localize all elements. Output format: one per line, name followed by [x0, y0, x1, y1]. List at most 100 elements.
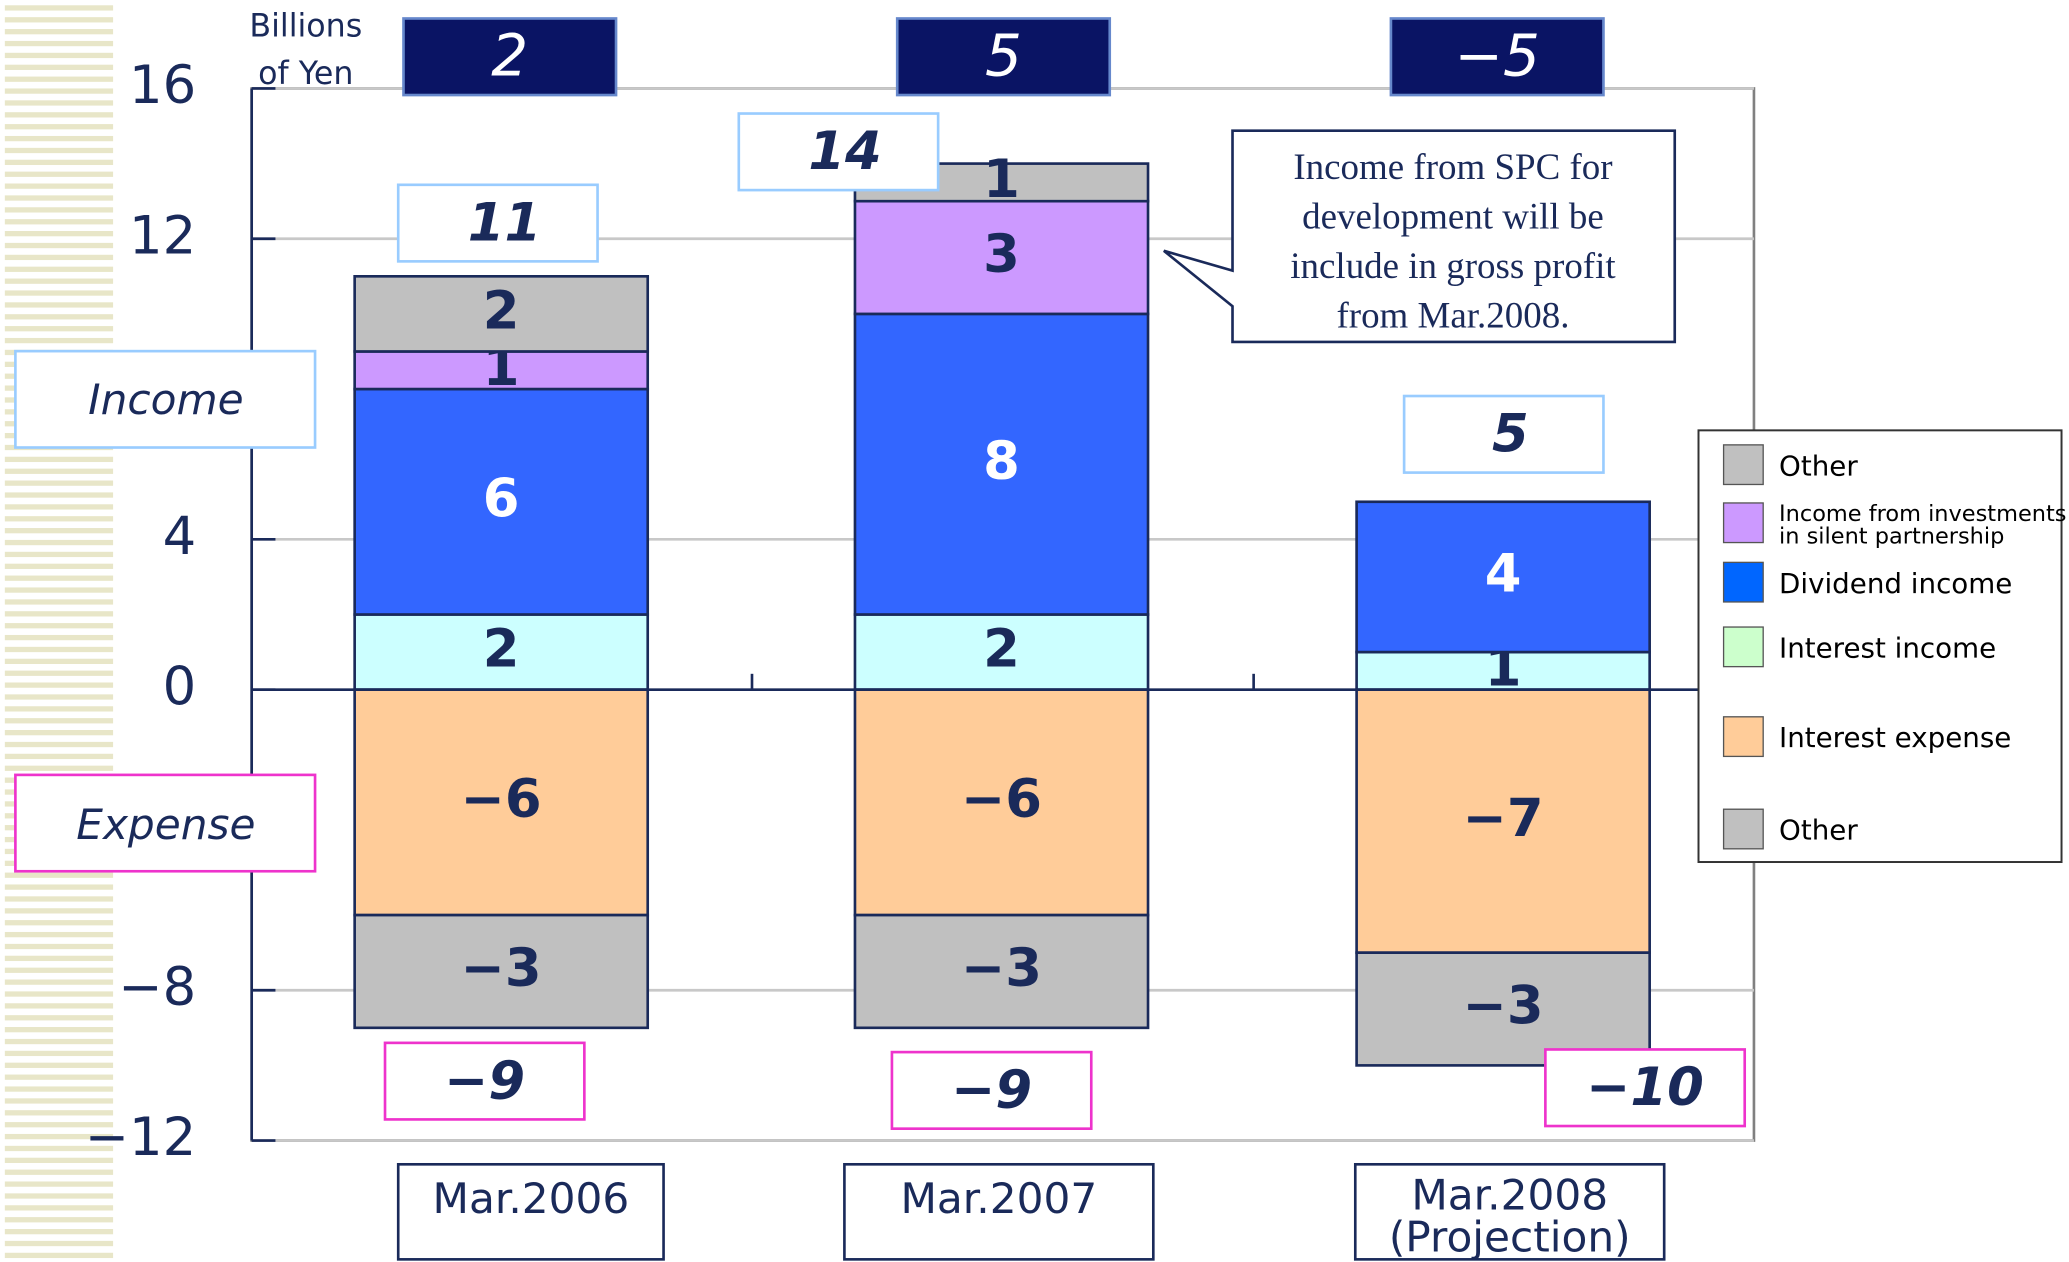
stripe — [4, 1181, 114, 1187]
stripe — [4, 337, 114, 344]
stripe — [4, 599, 114, 605]
stripe — [4, 171, 114, 177]
stripe — [4, 1098, 114, 1104]
stripe — [4, 884, 114, 890]
stripe — [4, 1133, 114, 1140]
stripe — [4, 658, 114, 665]
stripe — [4, 1062, 114, 1068]
bar-segment — [1355, 688, 1651, 954]
stripe — [4, 1015, 114, 1021]
stripe — [4, 100, 114, 106]
stripe — [4, 29, 114, 35]
income-total-box — [1402, 394, 1605, 474]
bar-segment — [1355, 951, 1651, 1067]
legend-swatch — [1722, 444, 1764, 486]
legend-label: Other — [1779, 814, 1858, 847]
segment-label: 1 — [983, 149, 1020, 210]
legend-label: Dividend income — [1779, 567, 2012, 600]
x-tick-label: Mar.2007 — [900, 1174, 1097, 1223]
callout — [1163, 129, 1677, 344]
stripe — [4, 1050, 114, 1057]
stripe — [4, 1217, 114, 1223]
stripe — [4, 908, 114, 914]
stripe — [4, 147, 114, 154]
bar-segment — [353, 350, 650, 391]
legend-label: Interest income — [1779, 631, 1996, 664]
stripe — [4, 1145, 114, 1152]
bar-segment — [853, 199, 1150, 316]
stripe — [4, 694, 114, 700]
stripe — [4, 159, 114, 166]
y-tick-label: −8 — [118, 957, 196, 1018]
stripe — [4, 955, 114, 962]
stripe — [4, 1122, 114, 1128]
bar-segment — [853, 312, 1150, 616]
stripe — [4, 611, 114, 617]
y-tick-label: −12 — [85, 1107, 196, 1168]
stripe — [4, 1193, 114, 1199]
segment-label: 2 — [483, 619, 520, 680]
stripe — [4, 718, 114, 724]
segment-label: 3 — [983, 224, 1020, 285]
net-box — [1389, 17, 1605, 97]
stripe — [4, 1110, 114, 1116]
stripe — [4, 516, 114, 522]
stripe — [4, 872, 114, 878]
legend-swatch — [1722, 716, 1764, 758]
stripe — [4, 991, 114, 997]
segment-label: 6 — [483, 468, 520, 529]
bar-segment — [853, 913, 1150, 1030]
stripe — [4, 135, 114, 142]
stripe — [4, 1086, 114, 1092]
stripe — [4, 207, 114, 213]
stripe — [4, 1038, 114, 1045]
legend-swatch — [1722, 561, 1764, 603]
segment-label: 2 — [983, 619, 1020, 680]
segment-label: 8 — [983, 431, 1020, 492]
stripe — [4, 64, 114, 70]
legend-swatch — [1722, 502, 1764, 544]
stripe — [4, 17, 114, 23]
stripe — [4, 314, 114, 320]
segment-label: −3 — [961, 938, 1042, 999]
expense-total-box — [890, 1050, 1093, 1130]
stripe — [4, 88, 114, 94]
x-tick-label: Mar.2006 — [433, 1174, 630, 1223]
net-total-label: −5 — [1454, 22, 1540, 90]
stripe — [4, 1228, 114, 1235]
stripe — [4, 326, 114, 332]
income-side-box — [14, 349, 317, 449]
stripe — [4, 943, 114, 950]
stripe — [4, 40, 114, 47]
stripe — [4, 634, 114, 641]
stripe — [4, 967, 114, 973]
segment-label: −6 — [961, 769, 1042, 830]
stripe — [4, 124, 114, 130]
bar-segment — [1355, 500, 1651, 654]
segment-label: −3 — [1463, 976, 1544, 1037]
stripe — [4, 528, 114, 534]
expense-total-box — [383, 1041, 586, 1121]
stripe — [4, 278, 114, 284]
stripe — [4, 456, 114, 463]
y-tick-label: 16 — [129, 55, 196, 116]
income-total-label: 5 — [1492, 404, 1529, 465]
stripe — [4, 563, 114, 569]
stripe — [4, 741, 114, 748]
annotation-line: Income from SPC for — [1293, 146, 1612, 187]
stripe — [4, 575, 114, 581]
stripe — [4, 623, 114, 629]
stripe — [4, 266, 114, 272]
stripe — [4, 931, 114, 938]
bar-segment — [353, 913, 650, 1030]
stripe — [4, 468, 114, 474]
stripe — [4, 979, 114, 985]
income-side-label: Income — [88, 375, 243, 424]
y-tick-label: 12 — [129, 205, 196, 266]
stripe — [4, 1074, 114, 1080]
legend-swatch — [1722, 808, 1764, 850]
stripe — [4, 765, 114, 771]
stripe — [4, 646, 114, 653]
stripe — [4, 730, 114, 736]
